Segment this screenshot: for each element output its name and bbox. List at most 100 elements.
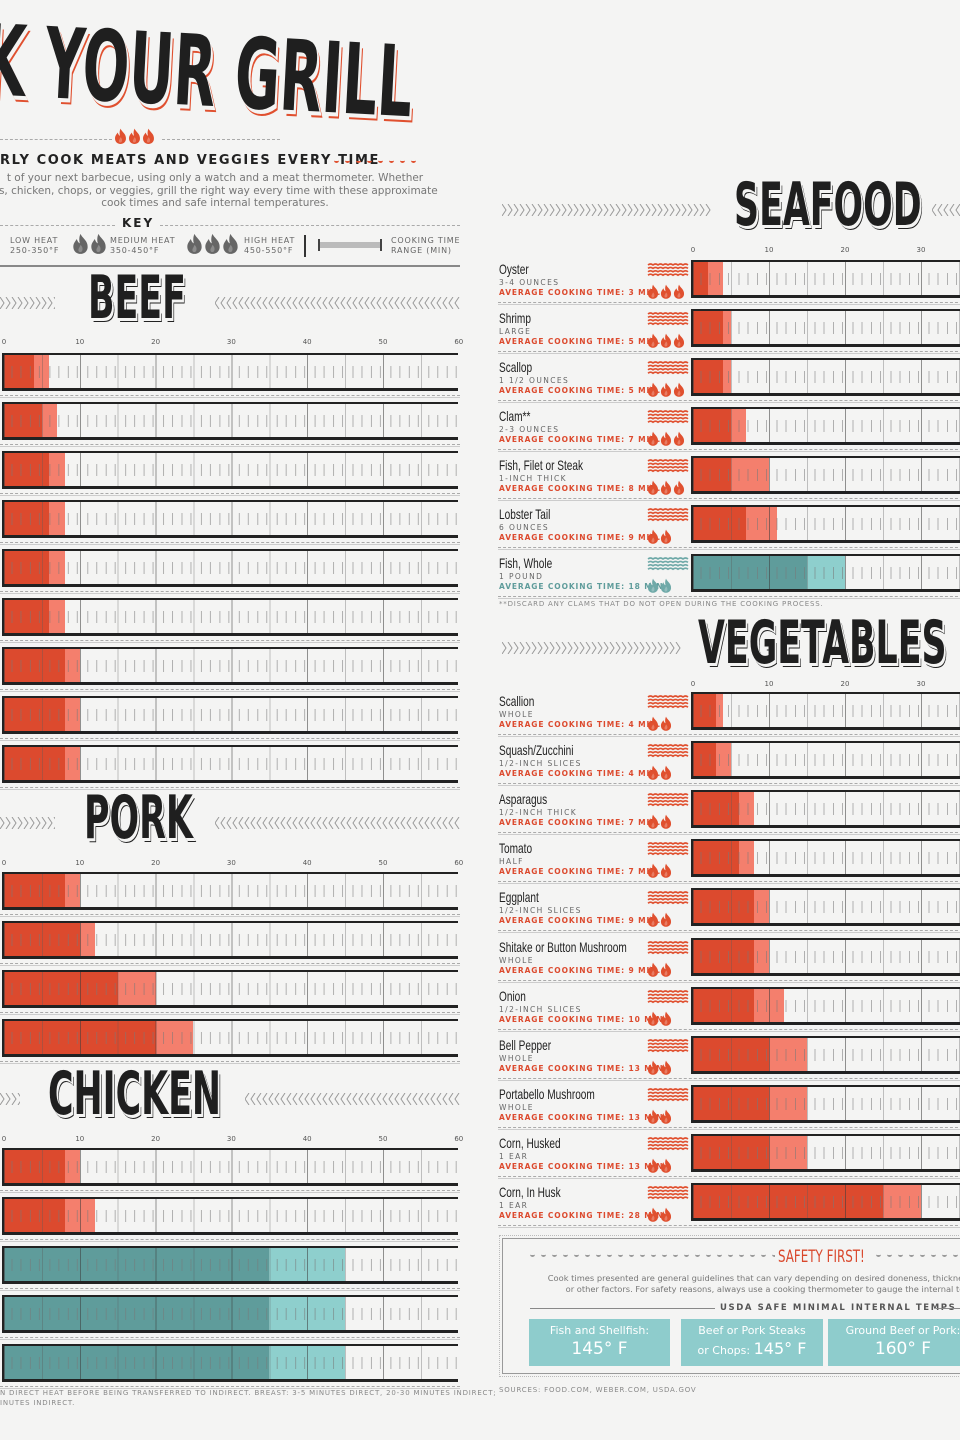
flame-icons [647,578,689,593]
temp-label: Fish and Shellfish: [549,1324,650,1337]
row-divider [498,400,960,403]
footnote: INUTES INDIRECT. [0,1399,76,1407]
cooking-time-bar [691,938,960,976]
bar-minor-ticks [693,705,960,717]
dot-icon [629,1253,634,1257]
axis-tick-label: 50 [378,1135,388,1143]
intro-line: cook times and safe internal temperature… [101,197,329,209]
divider [162,139,280,140]
divider [936,1308,960,1309]
item-name: Fish, Whole [499,555,553,571]
flame-icon [660,1011,672,1026]
flame-icons [647,814,689,829]
dot-icon [530,1253,535,1257]
item-name: Squash/Zucchini [499,742,574,758]
item-detail: WHOLE [499,1054,534,1063]
dot-icon [618,1253,623,1257]
axis-tick-label: 40 [302,338,312,346]
row-divider [0,689,460,692]
row-divider [498,1127,960,1130]
cooking-time-bar [691,741,960,779]
item-average-time: AVERAGE COOKING TIME: 10 MIN. [499,1015,668,1024]
axis-tick-label: 10 [75,859,85,867]
grill-grate-icon [647,744,689,758]
item-name: Shrimp [499,310,531,326]
flame-icon [673,284,685,299]
flame-icon [660,1109,672,1124]
dot-icon [887,1253,892,1257]
flame-icons [647,1158,689,1173]
dot-icon [334,159,339,163]
axis-tick-label: 30 [226,338,236,346]
row-divider [0,542,460,545]
bar-minor-ticks [4,1308,458,1320]
flame-icon [660,333,672,348]
grill-grate-icon [647,1088,689,1102]
safety-line: Cook times presented are general guideli… [547,1273,960,1283]
safety-box [499,1235,960,1377]
row-divider [0,493,460,496]
flame-icon [660,1060,672,1075]
flame-icon [660,382,672,397]
dot-icon [920,1253,925,1257]
sources: SOURCES: FOOD.COM, WEBER.COM, USDA.GOV [499,1386,697,1394]
flame-icon [660,765,672,780]
flame-icon [647,333,659,348]
dot-icon [898,1253,903,1257]
flame-icon [660,962,672,977]
usda-temps-title: USDA SAFE MINIMAL INTERNAL TEMPS [720,1303,957,1313]
cooking-time-bar [691,1085,960,1123]
axis-tick-label: 20 [840,680,850,688]
heat-indicator [647,743,689,780]
dot-icon [728,1253,733,1257]
row-divider [498,734,960,737]
axis-tick-label: 0 [690,246,696,254]
decorative-dots [530,1250,775,1260]
bar-minor-ticks [693,420,960,432]
item-average-time: AVERAGE COOKING TIME: 3 MIN. [499,288,662,297]
grill-grate-icon [647,891,689,905]
dot-icon [931,1253,936,1257]
cooking-time-bar [2,598,458,636]
row-divider [498,302,960,305]
row-divider [498,1029,960,1032]
flame-icon [647,431,659,446]
bar-minor-ticks [693,803,960,815]
intro-line: gs, chicken, chops, or veggies, grill th… [0,184,438,197]
flame-icon [205,233,220,254]
grill-grate-icon [647,695,689,709]
flame-icon [673,480,685,495]
row-divider [0,1012,460,1015]
flame-icon [660,912,672,927]
flame-icon [647,529,659,544]
item-name: Eggplant [499,889,539,905]
dot-icon [942,1253,947,1257]
axis-tick-label: 60 [454,1135,464,1143]
axis-tick-label: 20 [151,338,161,346]
food-item-label: Scallop 1 1/2 OUNCES AVERAGE COOKING TIME:… [499,359,661,396]
key-medium-heat: MEDIUM HEAT 350-450°F [110,236,176,255]
cooking-time-bar [2,1019,458,1057]
key-legend: LOW HEAT 250-350°F MEDIUM HEAT 350-450°F H… [0,233,460,263]
item-detail: 1-INCH THICK [499,474,567,483]
flame-icon [647,716,659,731]
food-item-label: Onion 1/2-INCH SLICES AVERAGE COOKING TIME… [499,988,667,1025]
item-detail: 1/2-INCH SLICES [499,906,582,915]
axis-tick-label: 10 [75,1135,85,1143]
axis-tick-label: 30 [916,246,926,254]
item-name: Bell Pepper [499,1037,552,1053]
flame-icon [660,480,672,495]
item-name: Corn, In Husk [499,1184,561,1200]
heat-indicator [647,940,689,977]
dot-icon [640,1253,645,1257]
axis-tick-label: 10 [764,246,774,254]
food-item-label: Shitake or Button Mushroom WHOLE AVERAGE C… [499,939,676,976]
dot-icon [739,1253,744,1257]
heat-indicator [647,556,689,593]
heat-indicator [647,409,689,446]
flame-icon [647,382,659,397]
row-divider [0,787,460,790]
row-divider [498,1225,960,1228]
axis-tick-label: 30 [226,859,236,867]
dot-icon [750,1253,755,1257]
